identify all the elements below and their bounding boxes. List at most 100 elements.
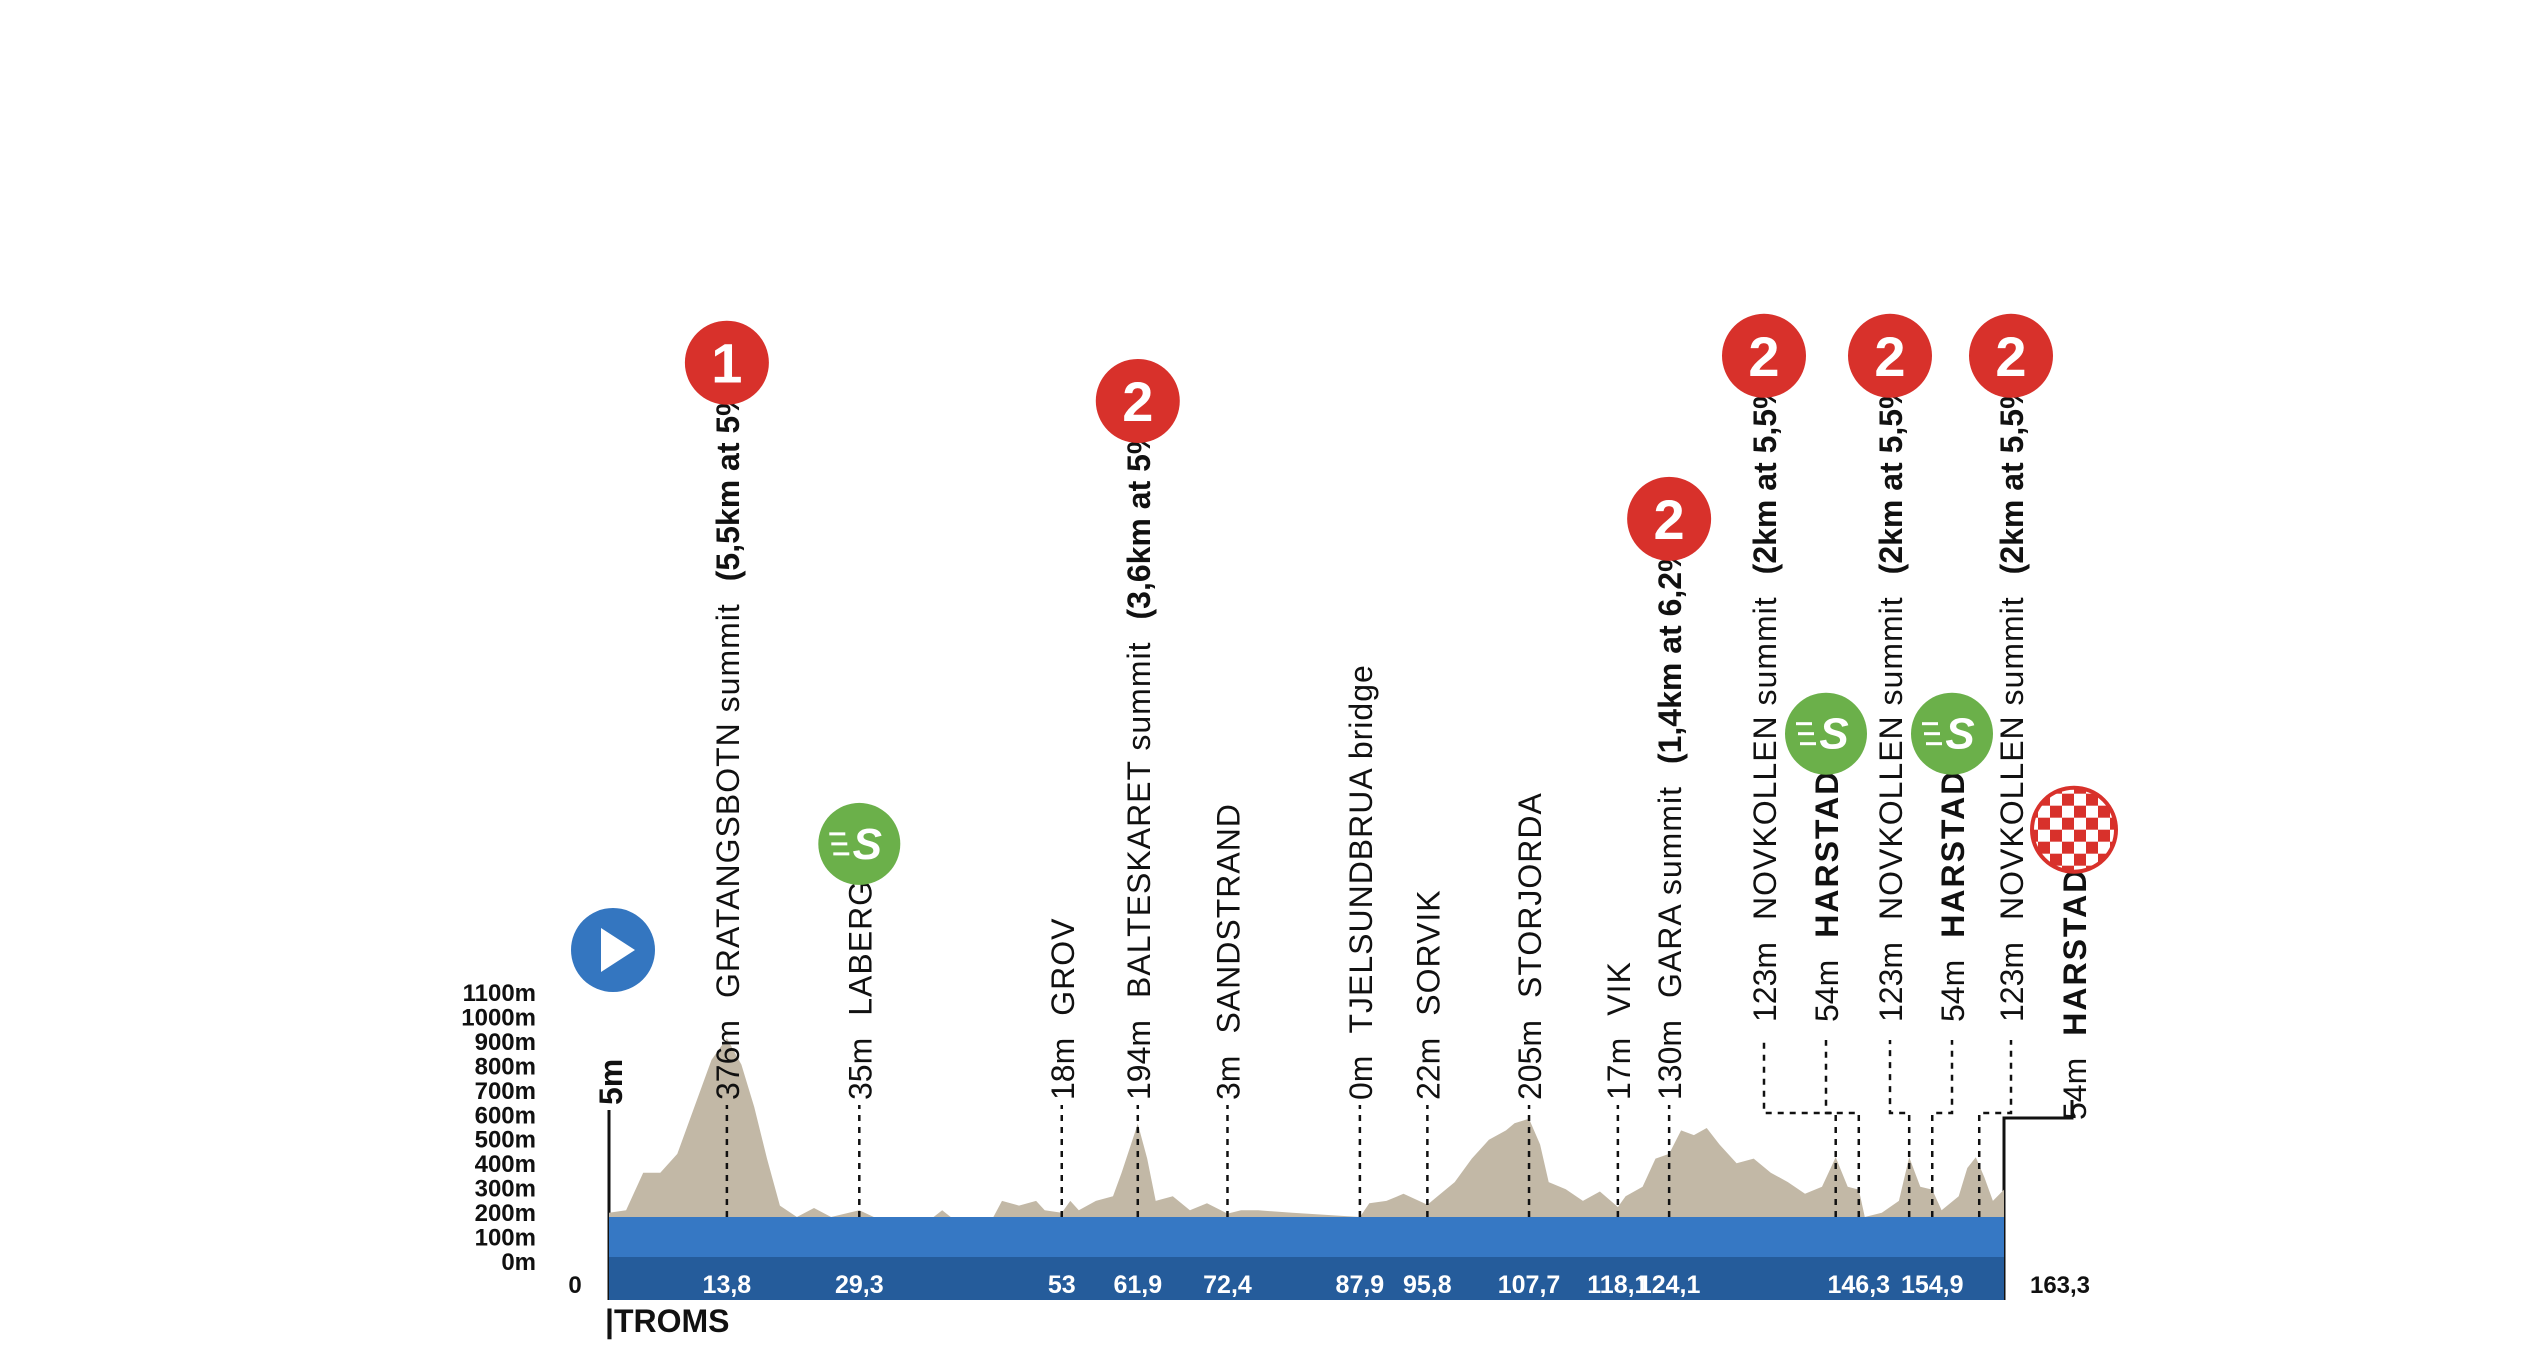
altitude-text: 22m xyxy=(1410,1038,1446,1100)
altitude-text: 194m xyxy=(1121,1020,1157,1100)
finish-flag-square xyxy=(2086,817,2098,830)
badges: 1 S 2 2 2 S 2 S 2 xyxy=(571,313,2118,992)
place-name-text: HARSTAD xyxy=(2057,868,2093,1036)
finish-flag-square xyxy=(2086,841,2098,854)
altitude-text: 376m xyxy=(710,1020,746,1100)
waypoint-label: 123m NOVKOLLEN summit (2km at 5,5%) xyxy=(1873,370,1909,1022)
start-distance-label: 0 xyxy=(568,1272,581,1299)
waypoint-markers: 13,8 376m GRATANGSBOTN summit (5,5km at 5%)… xyxy=(703,370,2093,1299)
km-label: 13,8 xyxy=(703,1271,752,1299)
y-tick-label: 900m xyxy=(475,1029,536,1056)
km-label: 124,1 xyxy=(1638,1271,1701,1299)
climb-detail-text: (5,5km at 5%) xyxy=(710,377,746,582)
category-badge xyxy=(1095,358,1180,443)
finish-flag-square xyxy=(2086,793,2098,806)
sprint-letter: S xyxy=(1945,710,1974,759)
km-label: 53 xyxy=(1048,1271,1076,1299)
climb-detail-text: (2km at 5,5%) xyxy=(1747,370,1783,575)
altitude-text: 54m xyxy=(2057,1058,2093,1120)
elevation-band xyxy=(609,1217,2004,1257)
category-number: 2 xyxy=(1874,325,1905,388)
place-name-text: GRATANGSBOTN summit xyxy=(710,603,746,998)
finish-flag-square xyxy=(2050,829,2062,842)
climb-detail-text: (3,6km at 5%) xyxy=(1121,415,1157,620)
place-name-text: VIK xyxy=(1601,961,1637,1016)
altitude-text: 123m xyxy=(1994,942,2030,1022)
finish-flag-square xyxy=(2074,787,2086,794)
category-number: 1 xyxy=(711,332,742,395)
finish-distance-label: 163,3 xyxy=(2030,1272,2090,1299)
waypoint-label-text: 0m TJELSUNDBRUA bridge xyxy=(1343,664,1379,1100)
y-tick-label: 1100m xyxy=(463,980,536,1007)
sprint-badge xyxy=(1911,692,1993,775)
climb-detail-text: (1,4km at 6,2%) xyxy=(1652,533,1688,764)
altitude-text: 17m xyxy=(1601,1038,1637,1100)
place-name-text: TJELSUNDBRUA bridge xyxy=(1343,664,1379,1033)
finish-flag-square xyxy=(2074,829,2086,842)
waypoint-label-text: 205m STORJORDA xyxy=(1512,792,1548,1100)
waypoint-label: 54m HARSTAD xyxy=(1935,770,1971,1022)
km-label: 95,8 xyxy=(1403,1271,1452,1299)
finish-flag-square xyxy=(2062,817,2074,830)
finish-flag-square xyxy=(2038,817,2050,830)
finish-flag-square xyxy=(2098,787,2110,794)
waypoint-dashline xyxy=(1930,1040,1954,1217)
y-tick-label: 500m xyxy=(475,1127,536,1154)
finish-flag-square xyxy=(2032,829,2038,842)
place-name-text: NOVKOLLEN summit xyxy=(1994,596,2030,920)
category-number: 2 xyxy=(1122,370,1153,433)
waypoint-label: 123m NOVKOLLEN summit (2km at 5,5%) xyxy=(1747,370,1783,1022)
finish-flag-ring xyxy=(2030,785,2118,874)
y-tick-label: 800m xyxy=(475,1053,536,1080)
waypoint-label-text: 3m SANDSTRAND xyxy=(1210,803,1246,1100)
play-icon xyxy=(601,928,635,972)
sprint-letter: S xyxy=(853,820,882,869)
waypoint-label: 17m VIK xyxy=(1601,961,1637,1100)
waypoint-label-text: 130m GARA summit (1,4km at 6,2%) xyxy=(1652,533,1688,1100)
category-badge xyxy=(1848,313,1932,398)
finish-flag-square xyxy=(2062,865,2074,872)
finish-flag-square xyxy=(2062,841,2074,854)
waypoint-label: 0m TJELSUNDBRUA bridge xyxy=(1343,664,1379,1100)
finish-flag-square xyxy=(2050,853,2062,866)
waypoint-dashline xyxy=(1977,1040,2013,1217)
distance-band xyxy=(609,1257,2004,1300)
altitude-text: 205m xyxy=(1512,1020,1548,1100)
altitude-text: 54m xyxy=(1809,960,1845,1022)
base-bands xyxy=(609,1217,2004,1300)
waypoint-label: 35m LABERG xyxy=(842,880,878,1100)
climb-detail-text: (2km at 5,5%) xyxy=(1994,370,2030,575)
waypoint-label-text: 35m LABERG xyxy=(842,880,878,1100)
category-number: 2 xyxy=(1995,325,2026,388)
waypoint-label: 376m GRATANGSBOTN summit (5,5km at 5%) xyxy=(710,377,746,1100)
km-label: 61,9 xyxy=(1113,1271,1162,1299)
place-name-text: SORVIK xyxy=(1410,889,1446,1015)
waypoint-label: 123m NOVKOLLEN summit (2km at 5,5%) xyxy=(1994,370,2030,1022)
place-name-text: STORJORDA xyxy=(1512,792,1548,998)
altitude-text: 54m xyxy=(1935,960,1971,1022)
y-tick-label: 300m xyxy=(475,1176,536,1203)
altitude-text: 123m xyxy=(1747,942,1783,1022)
km-label: 29,3 xyxy=(835,1271,884,1299)
finish-flag-square xyxy=(2110,817,2116,830)
finish-flag-square xyxy=(2038,865,2050,872)
start-city-label: |TROMS xyxy=(605,1303,730,1339)
km-label: 87,9 xyxy=(1336,1271,1385,1299)
waypoint-label: 3m SANDSTRAND xyxy=(1210,803,1246,1100)
waypoint-label: 18m GROV xyxy=(1045,918,1081,1100)
waypoint-label-text: 194m BALTESKARET summit (3,6km at 5%) xyxy=(1121,415,1157,1100)
finish-flag-square xyxy=(2098,829,2110,842)
waypoint-label-text: 18m GROV xyxy=(1045,918,1081,1100)
place-name-text: HARSTAD xyxy=(1809,770,1845,938)
waypoint-label: 130m GARA summit (1,4km at 6,2%) xyxy=(1652,533,1688,1100)
km-label: 146,3 xyxy=(1827,1271,1890,1299)
place-name-text: NOVKOLLEN summit xyxy=(1747,596,1783,920)
place-name-text: HARSTAD xyxy=(1935,770,1971,938)
km-label: 154,9 xyxy=(1901,1271,1964,1299)
finish-flag-square xyxy=(2110,865,2116,872)
y-tick-label: 100m xyxy=(475,1225,536,1252)
finish-flag-square xyxy=(2038,841,2050,854)
finish-flag-icon xyxy=(2032,787,2116,872)
altitude-text: 18m xyxy=(1045,1038,1081,1100)
y-tick-label: 600m xyxy=(475,1102,536,1129)
